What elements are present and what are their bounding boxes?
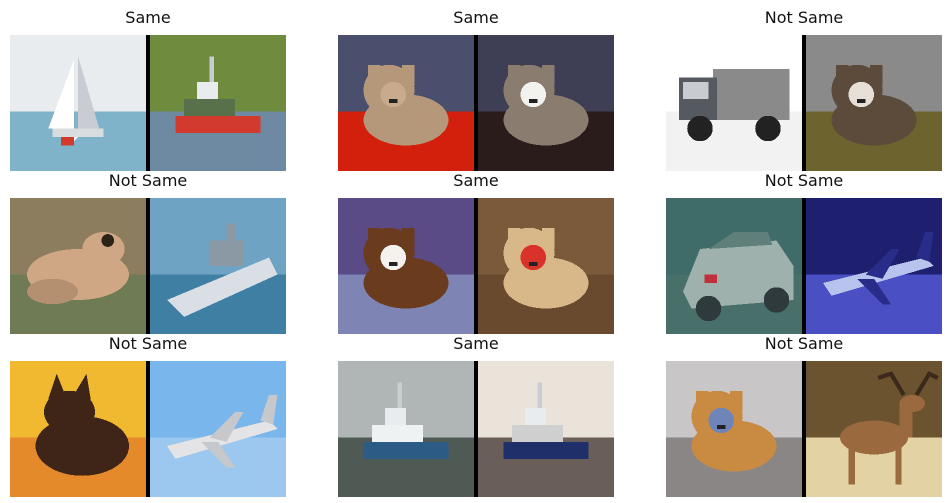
ship-thumbnail <box>150 198 286 334</box>
left-image-7 <box>10 361 146 497</box>
dog-thumbnail <box>338 35 474 171</box>
boat-thumbnail <box>478 361 614 497</box>
right-image-2 <box>478 35 614 171</box>
airplane-thumbnail <box>806 198 942 334</box>
pair-title-5: Same <box>453 171 499 190</box>
boat-thumbnail <box>338 361 474 497</box>
left-image-9 <box>666 361 802 497</box>
image-pair-1 <box>10 35 286 171</box>
left-image-6 <box>666 198 802 334</box>
image-pair-3 <box>666 35 942 171</box>
cat-thumbnail <box>10 361 146 497</box>
right-image-6 <box>806 198 942 334</box>
image-pair-4 <box>10 198 286 334</box>
airplane-thumbnail <box>150 361 286 497</box>
left-image-5 <box>338 198 474 334</box>
right-image-4 <box>150 198 286 334</box>
pair-title-2: Same <box>453 8 499 27</box>
boat-thumbnail <box>150 35 286 171</box>
pair-title-3: Not Same <box>764 8 844 27</box>
right-image-7 <box>150 361 286 497</box>
image-pair-2 <box>338 35 614 171</box>
image-pair-7 <box>10 361 286 497</box>
dog-thumbnail <box>478 198 614 334</box>
left-image-3 <box>666 35 802 171</box>
image-pair-6 <box>666 198 942 334</box>
pair-title-6: Not Same <box>764 171 844 190</box>
pair-title-1: Same <box>125 8 171 27</box>
pair-title-8: Same <box>453 334 499 353</box>
pair-title-4: Not Same <box>108 171 188 190</box>
dog-thumbnail <box>338 198 474 334</box>
left-image-2 <box>338 35 474 171</box>
left-image-8 <box>338 361 474 497</box>
right-image-5 <box>478 198 614 334</box>
image-pair-9 <box>666 361 942 497</box>
left-image-4 <box>10 198 146 334</box>
sailboat-thumbnail <box>10 35 146 171</box>
car-thumbnail <box>666 198 802 334</box>
right-image-3 <box>806 35 942 171</box>
image-pair-8 <box>338 361 614 497</box>
pair-title-7: Not Same <box>108 334 188 353</box>
deer-thumbnail <box>806 361 942 497</box>
dog-thumbnail <box>806 35 942 171</box>
frog-thumbnail <box>10 198 146 334</box>
right-image-9 <box>806 361 942 497</box>
dog-thumbnail <box>666 361 802 497</box>
left-image-1 <box>10 35 146 171</box>
pair-title-9: Not Same <box>764 334 844 353</box>
image-pair-5 <box>338 198 614 334</box>
dog-thumbnail <box>478 35 614 171</box>
truck-thumbnail <box>666 35 802 171</box>
right-image-8 <box>478 361 614 497</box>
right-image-1 <box>150 35 286 171</box>
